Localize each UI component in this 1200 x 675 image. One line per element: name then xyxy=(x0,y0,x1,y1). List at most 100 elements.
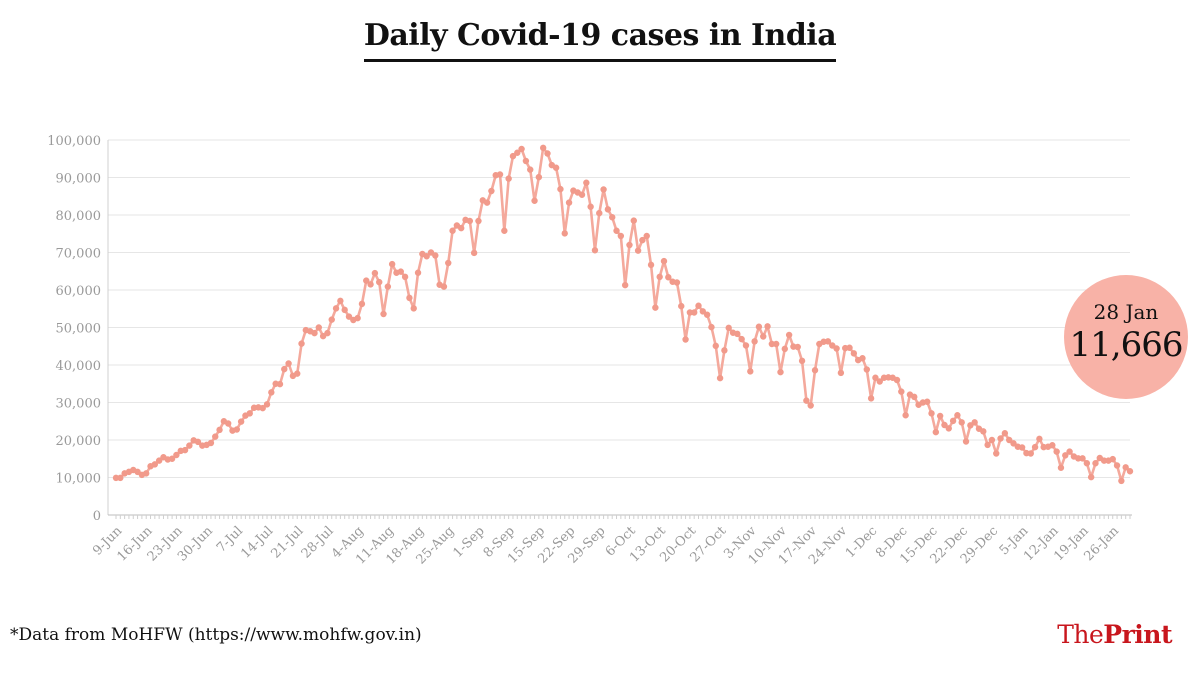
data-point xyxy=(445,259,452,267)
data-point xyxy=(751,338,758,345)
data-point xyxy=(1066,448,1073,455)
y-tick-label: 30,000 xyxy=(56,397,102,412)
data-point xyxy=(544,150,551,157)
data-point xyxy=(665,274,672,281)
data-point xyxy=(863,366,870,373)
data-point xyxy=(246,410,253,417)
chart-title-text: Daily Covid-19 cases in India xyxy=(363,18,837,62)
data-point xyxy=(518,145,525,153)
data-point xyxy=(449,227,456,234)
y-tick-label: 20,000 xyxy=(56,434,102,449)
data-point xyxy=(168,455,176,462)
data-point xyxy=(626,241,633,249)
data-point xyxy=(678,302,685,310)
data-point xyxy=(712,342,719,350)
data-point xyxy=(363,277,370,284)
y-tick-label: 90,000 xyxy=(56,172,102,187)
data-point xyxy=(233,426,241,433)
data-point xyxy=(285,360,292,367)
data-point xyxy=(380,310,387,318)
data-point xyxy=(281,365,288,373)
data-point xyxy=(859,355,866,362)
data-point xyxy=(207,439,215,447)
data-point xyxy=(1087,473,1095,481)
data-point xyxy=(656,273,663,281)
data-point xyxy=(224,420,232,427)
data-point xyxy=(876,378,883,385)
data-point xyxy=(397,268,404,275)
data-point xyxy=(565,199,573,206)
data-point xyxy=(928,410,935,417)
data-point xyxy=(531,197,538,204)
data-point xyxy=(527,166,534,173)
data-point xyxy=(173,451,180,459)
callout-date: 28 Jan xyxy=(1093,300,1159,324)
data-point xyxy=(1031,443,1039,451)
data-point xyxy=(155,457,163,464)
data-point xyxy=(263,401,271,408)
data-point xyxy=(630,217,637,224)
data-point xyxy=(682,336,689,343)
data-point xyxy=(539,144,547,152)
data-point xyxy=(945,425,952,432)
axes xyxy=(107,140,1132,519)
data-point xyxy=(725,324,732,332)
data-point xyxy=(604,206,612,213)
data-point xyxy=(401,273,409,281)
data-point xyxy=(1122,464,1129,471)
data-point xyxy=(186,442,193,449)
data-point xyxy=(488,187,495,195)
data-point xyxy=(212,433,219,440)
data-point xyxy=(332,305,340,312)
data-point xyxy=(936,412,944,420)
data-point xyxy=(621,281,629,289)
data-point xyxy=(652,304,659,311)
data-point xyxy=(634,247,642,254)
data-point xyxy=(557,185,564,193)
data-point xyxy=(971,419,978,426)
data-point xyxy=(643,232,650,240)
data-point xyxy=(1027,450,1034,457)
data-point xyxy=(1092,460,1099,467)
data-point xyxy=(432,252,439,259)
y-tick-label: 100,000 xyxy=(47,134,101,149)
data-point xyxy=(988,436,996,444)
data-point xyxy=(1005,436,1013,444)
data-point xyxy=(470,249,478,257)
data-point xyxy=(708,323,715,331)
data-point xyxy=(755,323,763,330)
data-point xyxy=(410,305,417,312)
data-point xyxy=(949,417,957,425)
source-footnote: *Data from MoHFW (https://www.mohfw.gov.… xyxy=(10,625,422,645)
data-point xyxy=(466,217,474,225)
data-point xyxy=(617,232,625,240)
data-point xyxy=(673,279,681,286)
data-point xyxy=(1062,452,1069,459)
data-point xyxy=(833,345,840,352)
data-point xyxy=(324,329,331,337)
data-point xyxy=(1109,455,1116,463)
data-point xyxy=(613,227,620,234)
data-point xyxy=(596,209,603,217)
data-point xyxy=(259,404,266,412)
data-point xyxy=(941,421,948,429)
data-point xyxy=(496,171,504,178)
data-point xyxy=(872,374,879,381)
data-point xyxy=(1126,468,1134,475)
data-point xyxy=(609,214,616,221)
data-point xyxy=(647,261,655,269)
series-points xyxy=(112,144,1134,485)
x-tick-labels: 9-Jun16-Jun23-Jun30-Jun7-Jul14-Jul21-Jul… xyxy=(90,523,1122,568)
data-point xyxy=(591,247,599,254)
data-point xyxy=(535,173,543,181)
data-point xyxy=(893,376,901,384)
data-point xyxy=(311,329,318,337)
data-point xyxy=(367,281,374,288)
data-point xyxy=(716,374,724,382)
y-tick-label: 10,000 xyxy=(56,472,102,487)
data-point xyxy=(552,164,560,171)
data-point xyxy=(1010,440,1017,447)
data-point xyxy=(954,412,961,419)
data-point xyxy=(777,368,784,376)
data-point xyxy=(181,446,189,454)
